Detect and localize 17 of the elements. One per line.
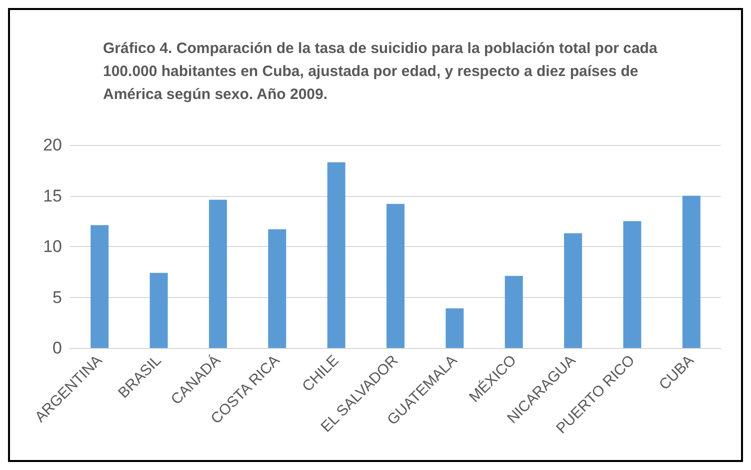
y-tick-label: 20 [43,136,62,154]
y-tick-label: 15 [43,186,62,206]
bar [150,272,168,348]
y-tick-label: 10 [43,237,62,256]
bar [268,229,286,348]
bar [446,308,464,348]
bar [564,233,582,348]
y-tick-label: 5 [52,288,62,307]
y-tick-label: 0 [52,338,62,358]
bar [90,225,109,348]
chart-title: Gráfico 4. Comparación de la tasa de suicidio para la población total por cada 100.000 habitantes en Cuba, ajustada por edad, y respecto a diez países de América según sexo. Año 2009. [103,40,662,103]
bar [386,204,404,348]
bar [682,196,700,348]
bar [504,276,523,348]
bar [623,221,642,348]
bar [208,200,227,348]
bar [327,162,346,348]
